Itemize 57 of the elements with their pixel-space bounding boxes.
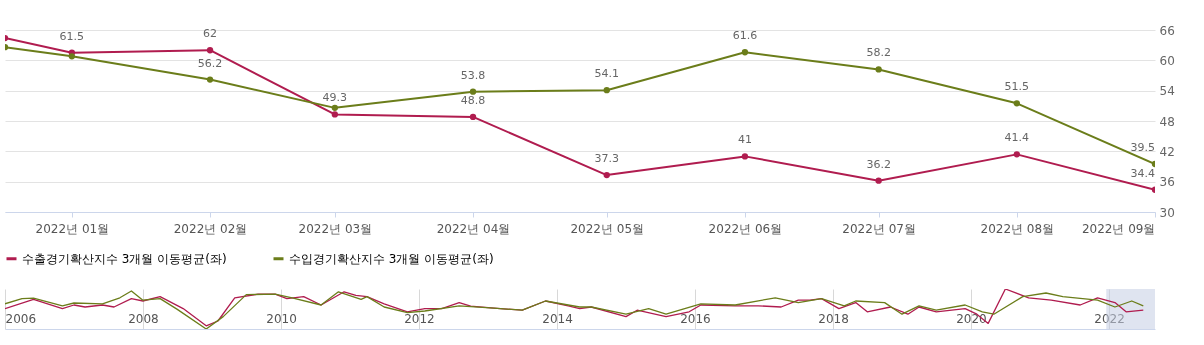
x-tick-label: 2012 [404,311,435,326]
data-label: 53.8 [460,68,486,82]
x-tick-label: 2022년 08월 [980,221,1055,236]
point [741,49,749,56]
point [206,47,214,54]
x-tick-label: 2016 [680,311,711,326]
data-label: 48.8 [460,93,486,107]
x-tick-label: 2022년 05월 [570,221,645,236]
x-tick-label: 2014 [542,311,573,326]
x-tick-label: 2006 [5,311,37,326]
y-tick-label: 54 [1159,84,1175,99]
point [1013,151,1020,158]
data-label: 62 [203,27,218,41]
data-label: 41.4 [1004,131,1030,145]
data-label: 39.5 [1130,140,1155,154]
x-tick-label: 2022년 06월 [708,221,783,236]
data-label: 54.1 [594,67,619,81]
point [206,76,214,83]
y-tick-label: 36 [1159,175,1175,190]
data-label: 58.2 [866,46,891,60]
y-tick-label: 60 [1159,53,1175,68]
data-label: 41 [737,133,752,147]
data-label: 49.3 [322,91,348,105]
point [875,177,882,184]
point [603,87,610,94]
data-label: 51.5 [1004,80,1030,94]
x-tick-label: 2022 [1094,311,1125,326]
point [68,53,76,60]
x-tick-label: 2010 [266,311,297,326]
x-tick-label: 2022년 03월 [298,221,373,236]
point [603,171,610,179]
point [469,88,477,95]
data-label: 61.6 [732,29,758,43]
y-tick-label: 30 [1159,205,1175,220]
x-tick-label: 2022년 04월 [436,221,511,236]
point [331,111,339,118]
data-label: 36.2 [866,157,891,171]
point [741,153,749,160]
x-tick-label: 2008 [128,311,159,326]
data-label: 37.3 [594,152,619,166]
data-label: 56.2 [197,56,223,70]
x-tick-label: 2022년 02월 [173,221,248,236]
x-tick-label: 2018 [818,311,849,326]
y-tick-label: 42 [1159,144,1175,159]
point [1013,100,1020,107]
data-label: 61.5 [59,29,85,43]
data-label: 34.4 [1130,166,1155,180]
y-tick-label: 48 [1159,114,1175,129]
point [469,113,477,121]
legend-label: 수출경기확산지수 3개월 이동평균(좌) [22,251,227,266]
x-tick-label: 2022년 07월 [842,221,916,236]
x-tick-label: 2022년 01월 [35,221,110,236]
point [875,66,882,73]
point [331,104,339,112]
legend-label: 수입경기확산지수 3개월 이동평균(좌) [289,251,494,266]
x-tick-label: 2022년 09월 [1081,221,1156,236]
y-tick-label: 66 [1159,23,1175,38]
